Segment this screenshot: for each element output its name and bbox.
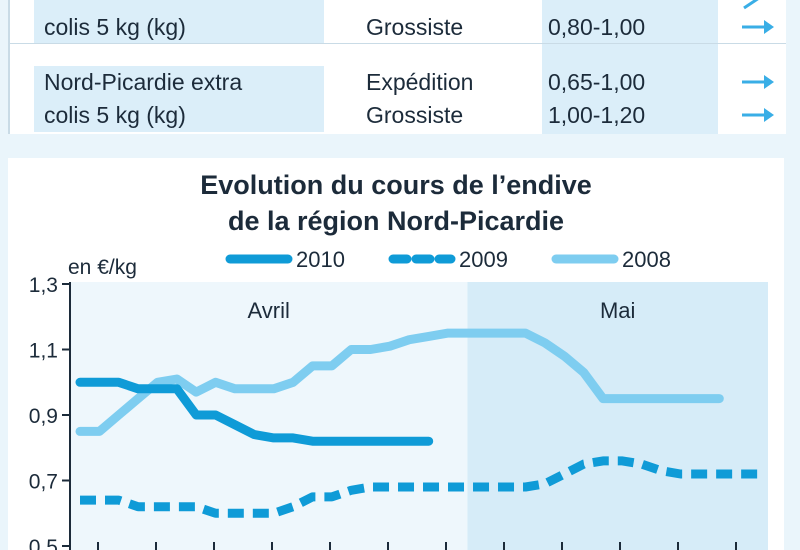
right-arrow-icon <box>742 108 774 122</box>
product-cell: colis 5 kg (kg) <box>34 0 324 44</box>
right-arrow-icon <box>742 75 774 89</box>
period-band-mai <box>467 282 768 550</box>
product-cell: Nord-Picardie extra colis 5 kg (kg) <box>34 66 324 132</box>
y-axis-label: en €/kg <box>68 256 137 279</box>
price-line-2: 1,00-1,20 <box>548 102 646 128</box>
y-tick-label: 0,7 <box>29 471 58 494</box>
chart-panel: Evolution du cours de l’endive de la rég… <box>8 158 784 550</box>
row-separator <box>10 43 786 44</box>
series-line-2010 <box>75 377 434 446</box>
y-tick-label: 1,3 <box>29 274 58 297</box>
stage-cell: Expédition Grossiste <box>356 66 526 132</box>
series-line-2009 <box>80 456 758 518</box>
trend-cell <box>724 0 786 44</box>
product-line-2: colis 5 kg (kg) <box>44 14 186 40</box>
stage-line-2: Grossiste <box>366 102 464 128</box>
y-tick-label: 0,9 <box>29 405 58 428</box>
trend-cell <box>724 66 786 132</box>
price-cell: 0,80-1,00 <box>542 0 718 44</box>
y-tick-label: 0,5 <box>29 536 58 550</box>
table-row: Nord-Picardie extra colis 5 kg (kg) Expé… <box>10 66 786 132</box>
stage-line-1: Expédition <box>366 69 474 95</box>
price-line-2: 0,80-1,00 <box>548 14 646 40</box>
chart-title-line-1: Evolution du cours de l’endive <box>200 170 592 200</box>
price-table: colis 5 kg (kg) Grossiste 0,80-1,00 Nord… <box>8 0 786 134</box>
table-row: colis 5 kg (kg) Grossiste 0,80-1,00 <box>10 0 786 44</box>
series-line-2008 <box>75 328 724 436</box>
period-label: Avril <box>248 298 290 323</box>
price-cell: 0,65-1,00 1,00-1,20 <box>542 66 718 132</box>
chart-title-line-2: de la région Nord-Picardie <box>227 206 565 236</box>
stage-cell: Grossiste <box>356 0 526 44</box>
legend-label-2008: 2008 <box>622 247 671 272</box>
product-line-2: colis 5 kg (kg) <box>44 102 186 128</box>
period-label: Mai <box>600 298 635 323</box>
price-line-1: 0,65-1,00 <box>548 69 646 95</box>
line-chart: Avril Mai 1,3 1,1 0,9 0,7 0,5 en €/kg 2010 2009 20… <box>29 247 768 550</box>
right-arrow-icon <box>742 20 774 34</box>
stage-line-2: Grossiste <box>366 14 464 40</box>
legend-label-2009: 2009 <box>459 247 508 272</box>
legend-label-2010: 2010 <box>296 247 345 272</box>
up-right-arrow-icon <box>743 0 759 10</box>
y-tick-label: 1,1 <box>29 340 58 363</box>
product-line-1: Nord-Picardie extra <box>44 69 243 95</box>
